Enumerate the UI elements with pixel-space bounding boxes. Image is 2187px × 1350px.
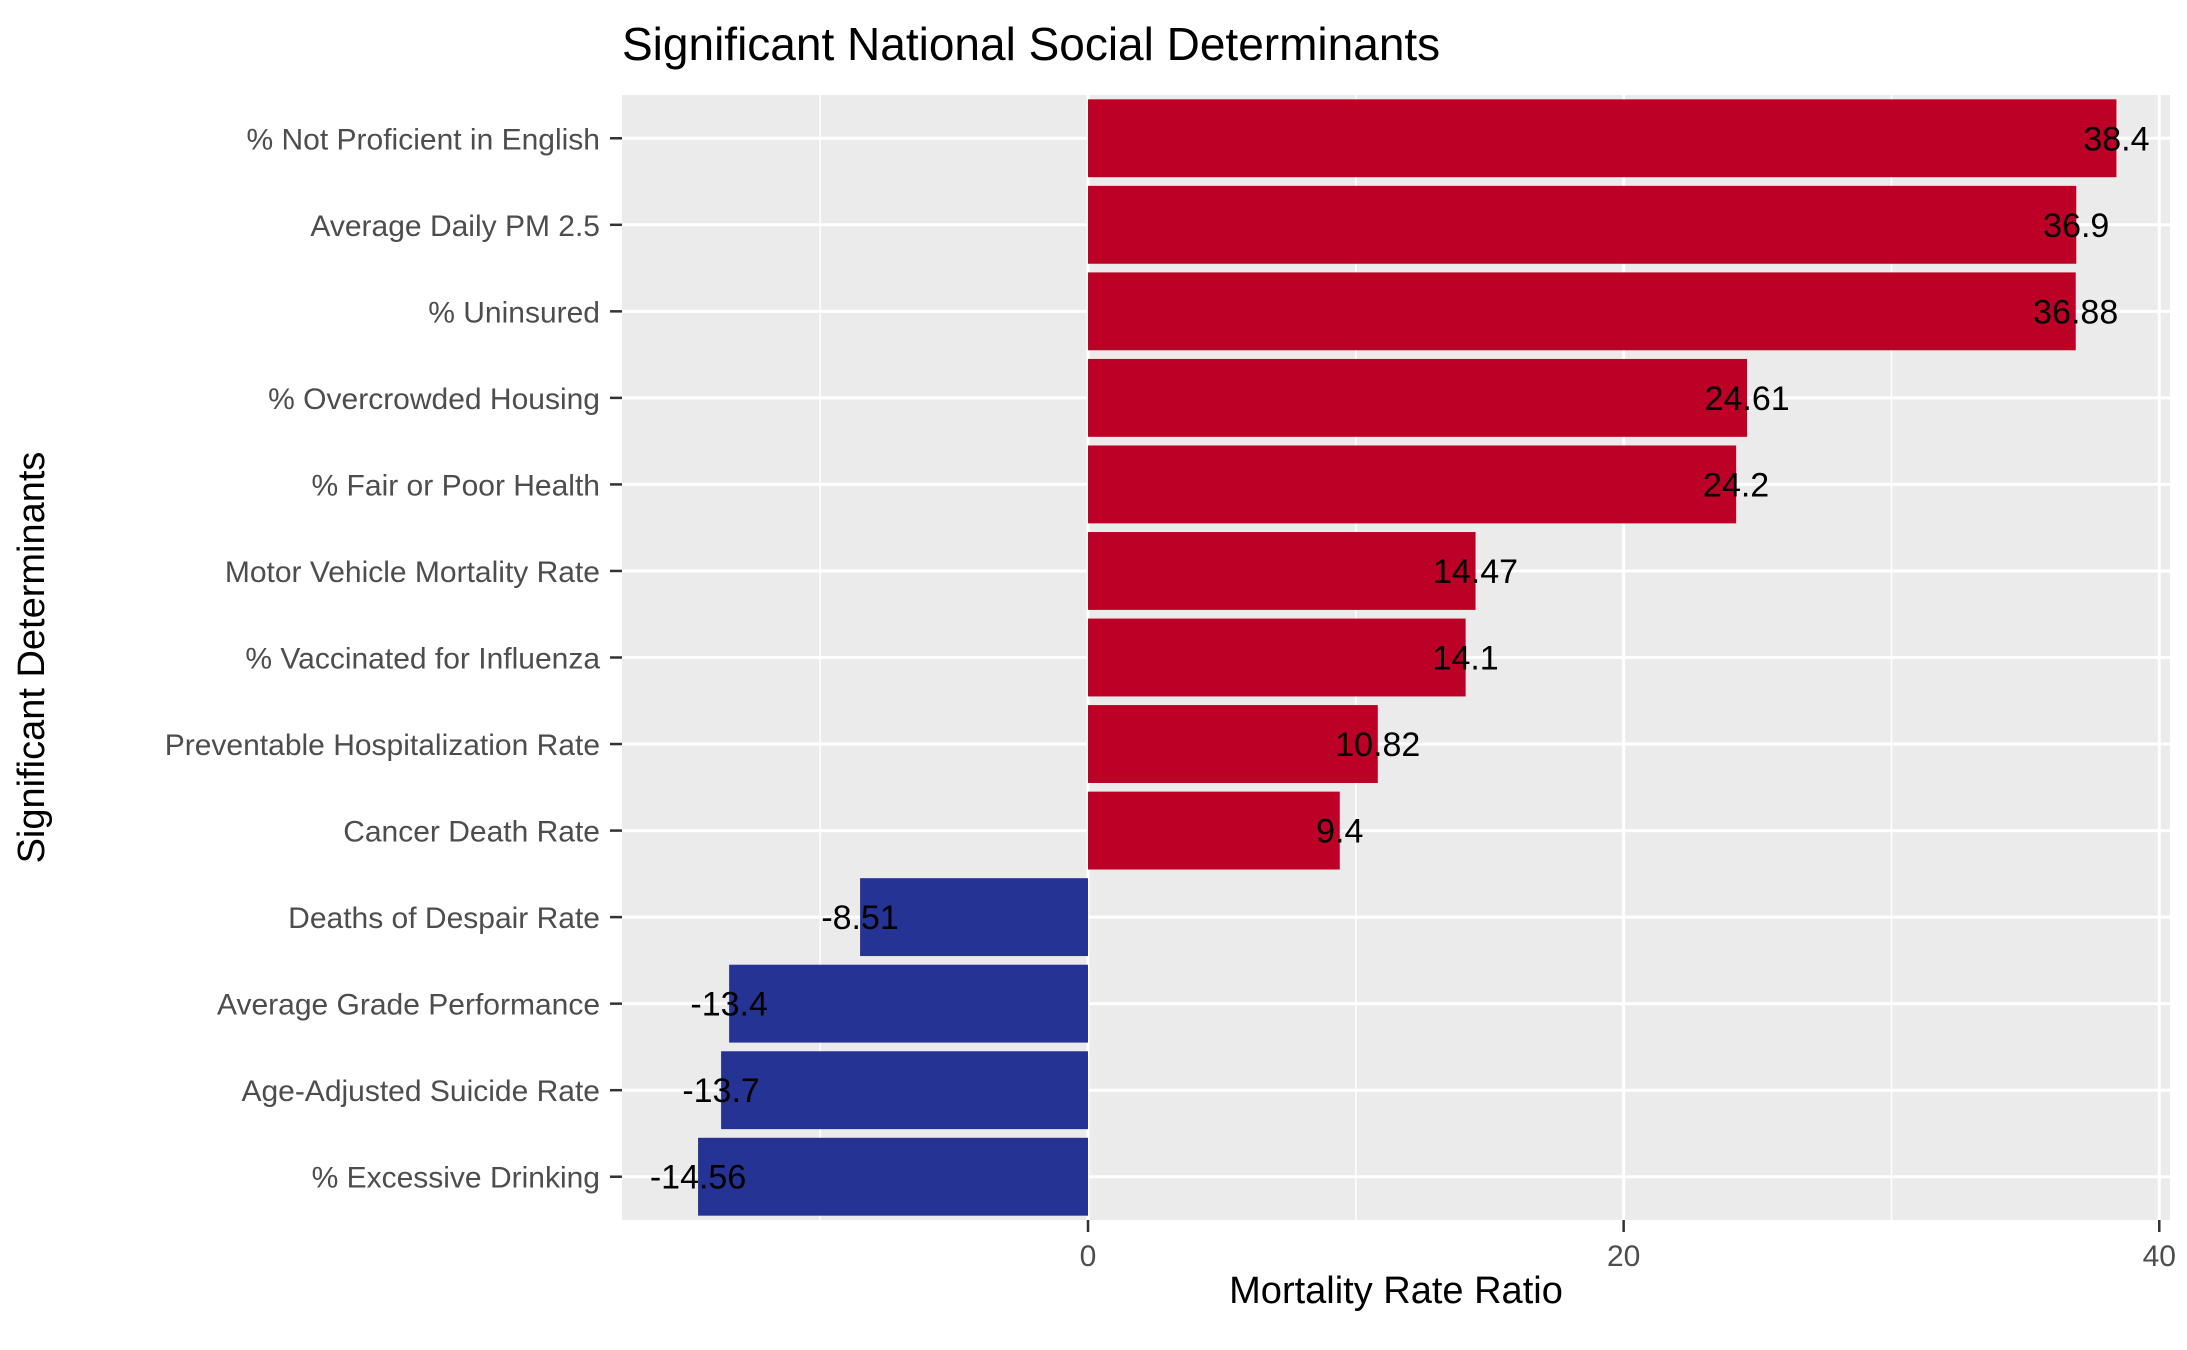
chart-title: Significant National Social Determinants	[622, 18, 1440, 70]
y-tick-label: % Not Proficient in English	[247, 123, 601, 156]
data-label: 9.4	[1316, 813, 1363, 851]
y-tick-label: Cancer Death Rate	[343, 816, 600, 849]
x-tick-label: 40	[2143, 1240, 2176, 1273]
data-label: 24.61	[1705, 380, 1790, 418]
bar	[721, 1051, 1089, 1130]
y-axis: % Not Proficient in English Average Daily…	[165, 123, 622, 1195]
y-axis-title: Significant Determinants	[11, 452, 53, 864]
bar	[1088, 272, 2076, 351]
y-tick-label: Preventable Hospitalization Rate	[165, 729, 600, 762]
bar	[1088, 185, 2077, 264]
x-axis: 0 20 40	[1080, 1220, 2176, 1273]
x-tick-label: 0	[1080, 1240, 1097, 1273]
data-label: 38.4	[2083, 120, 2149, 158]
bar	[1088, 791, 1340, 870]
bar	[1088, 445, 1737, 524]
data-label: 36.9	[2043, 207, 2109, 245]
bar	[1088, 618, 1466, 697]
x-axis-title: Mortality Rate Ratio	[1229, 1270, 1563, 1312]
y-tick-label: Average Grade Performance	[217, 989, 600, 1022]
y-tick-label: % Fair or Poor Health	[312, 469, 600, 502]
data-label: 24.2	[1703, 466, 1769, 504]
bar	[1088, 705, 1378, 783]
y-tick-label: Age-Adjusted Suicide Rate	[241, 1075, 600, 1108]
y-tick-label: Average Daily PM 2.5	[310, 210, 600, 243]
bar	[1088, 358, 1748, 437]
data-label: -14.56	[650, 1159, 746, 1197]
y-tick-label: % Vaccinated for Influenza	[245, 643, 600, 676]
data-labels: 38.4 36.9 36.88 24.61 24.2 14.47 14.1 10.82 9.4 -…	[650, 120, 2150, 1196]
bar	[860, 878, 1089, 957]
bar	[1088, 532, 1476, 610]
data-label: 36.88	[2033, 293, 2118, 331]
bar	[1088, 99, 2117, 178]
data-label: 10.82	[1335, 726, 1420, 764]
y-tick-label: % Overcrowded Housing	[268, 383, 600, 416]
y-tick-label: Deaths of Despair Rate	[288, 902, 600, 935]
x-tick-label: 20	[1607, 1240, 1640, 1273]
y-tick-label: Motor Vehicle Mortality Rate	[225, 556, 600, 589]
bars	[698, 99, 2117, 1216]
data-label: -8.51	[821, 899, 899, 937]
bar	[729, 964, 1089, 1043]
y-tick-label: % Uninsured	[428, 296, 600, 329]
y-tick-label: % Excessive Drinking	[312, 1162, 600, 1195]
data-label: -13.7	[682, 1072, 760, 1110]
bar	[698, 1137, 1089, 1216]
data-label: 14.1	[1433, 640, 1499, 678]
data-label: 14.47	[1433, 553, 1518, 591]
data-label: -13.4	[690, 986, 768, 1024]
